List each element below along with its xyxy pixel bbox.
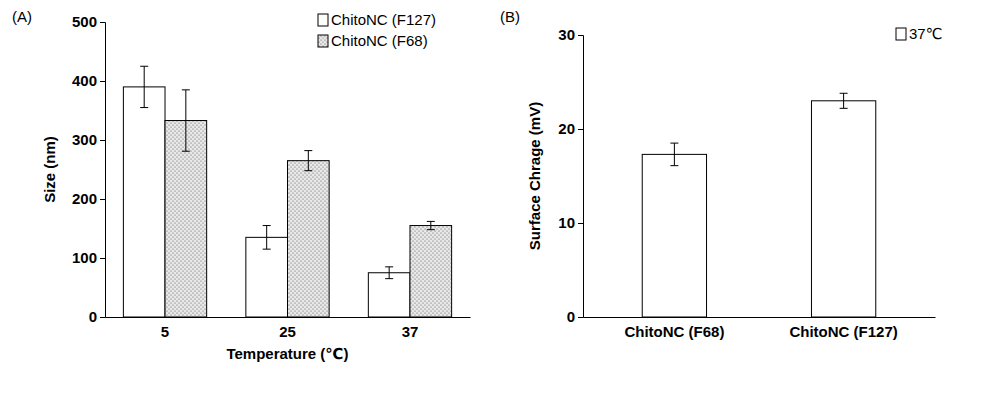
x-tick: ChitoNC (F127) [789, 317, 897, 340]
panel-title: (B) [500, 8, 520, 25]
y-tick: 0 [567, 308, 583, 325]
y-tick-mark [100, 22, 105, 23]
x-tick-label: 37 [402, 323, 419, 340]
error-bar [385, 267, 393, 279]
error-bar [427, 221, 435, 229]
y-tick-label: 30 [558, 26, 575, 43]
bar [410, 226, 452, 317]
plot-area [123, 66, 451, 317]
legend-label: ChitoNC (F68) [331, 32, 428, 49]
bar [288, 161, 330, 317]
bar [368, 273, 410, 317]
y-tick-mark [100, 81, 105, 82]
y-tick-mark [100, 258, 105, 259]
y-tick: 0 [89, 308, 105, 325]
x-axis: ChitoNC (F68) ChitoNC (F127) [584, 317, 936, 340]
x-axis-title: Temperature (℃) [226, 345, 348, 362]
legend-swatch [318, 14, 328, 26]
y-tick: 30 [558, 26, 583, 43]
y-tick-label: 0 [567, 308, 575, 325]
y-tick: 200 [72, 190, 105, 207]
y-tick-mark [578, 35, 583, 36]
y-tick-label: 200 [72, 190, 97, 207]
y-tick-mark [100, 199, 105, 200]
y-tick-label: 20 [558, 120, 575, 137]
y-axis-title: Size (nm) [41, 136, 58, 203]
y-tick: 20 [558, 120, 583, 137]
y-axis-title: Surface Chrage (mV) [526, 102, 543, 250]
bar [642, 154, 706, 317]
y-tick-label: 300 [72, 131, 97, 148]
legend-entry: ChitoNC (F68) [318, 32, 428, 49]
panel-title: (A) [12, 8, 32, 25]
legend-label: 37℃ [909, 25, 943, 42]
y-tick-mark [578, 129, 583, 130]
legend-entry: 37℃ [896, 25, 943, 42]
x-tick: ChitoNC (F68) [624, 317, 724, 340]
y-tick-mark [578, 317, 583, 318]
y-tick-label: 10 [558, 214, 575, 231]
y-tick: 400 [72, 72, 105, 89]
y-tick-mark [578, 223, 583, 224]
legend-swatch [318, 35, 328, 47]
x-tick: 37 [402, 317, 419, 340]
x-axis-line [106, 317, 471, 318]
bar [123, 87, 165, 317]
y-tick: 500 [72, 13, 105, 30]
legend: ChitoNC (F127) ChitoNC (F68) [318, 11, 436, 49]
legend: 37℃ [896, 25, 943, 42]
chart: 0 100 200 300 400 500 5 25 37 (A) Size (nm) Tempera… [12, 8, 471, 362]
x-tick-label: ChitoNC (F127) [789, 323, 897, 340]
y-tick-label: 400 [72, 72, 97, 89]
x-axis-line [584, 317, 936, 318]
y-tick-label: 500 [72, 13, 97, 30]
x-tick: 5 [161, 317, 169, 340]
error-bar [263, 226, 271, 250]
error-bar [840, 93, 848, 108]
y-axis: 0 10 20 30 [558, 26, 583, 325]
chart: 0 10 20 30 ChitoNC (F68) ChitoNC (F127) (B) Sur… [500, 8, 943, 340]
legend-label: ChitoNC (F127) [331, 11, 436, 28]
error-bar [140, 66, 148, 107]
x-tick: 25 [279, 317, 296, 340]
y-axis-line [578, 36, 584, 318]
y-tick-mark [100, 140, 105, 141]
x-tick-label: ChitoNC (F68) [624, 323, 724, 340]
legend-entry: ChitoNC (F127) [318, 11, 436, 28]
legend-swatch [896, 28, 906, 40]
y-axis: 0 100 200 300 400 500 [72, 13, 106, 325]
x-tick-label: 5 [161, 323, 169, 340]
plot-area [642, 93, 876, 317]
error-bar [670, 143, 678, 166]
y-tick-label: 0 [89, 308, 97, 325]
y-tick-label: 100 [72, 249, 97, 266]
error-bar [182, 90, 190, 151]
figure: 010020030040050052537(A)Size (nm)Tempera… [0, 0, 1002, 409]
bar [811, 101, 875, 317]
y-axis-line [100, 23, 106, 318]
x-tick-label: 25 [279, 323, 296, 340]
y-tick: 100 [72, 249, 105, 266]
x-axis: 5 25 37 [106, 317, 471, 340]
y-tick: 10 [558, 214, 583, 231]
error-bar [304, 151, 312, 171]
y-tick-mark [100, 317, 105, 318]
y-tick: 300 [72, 131, 105, 148]
